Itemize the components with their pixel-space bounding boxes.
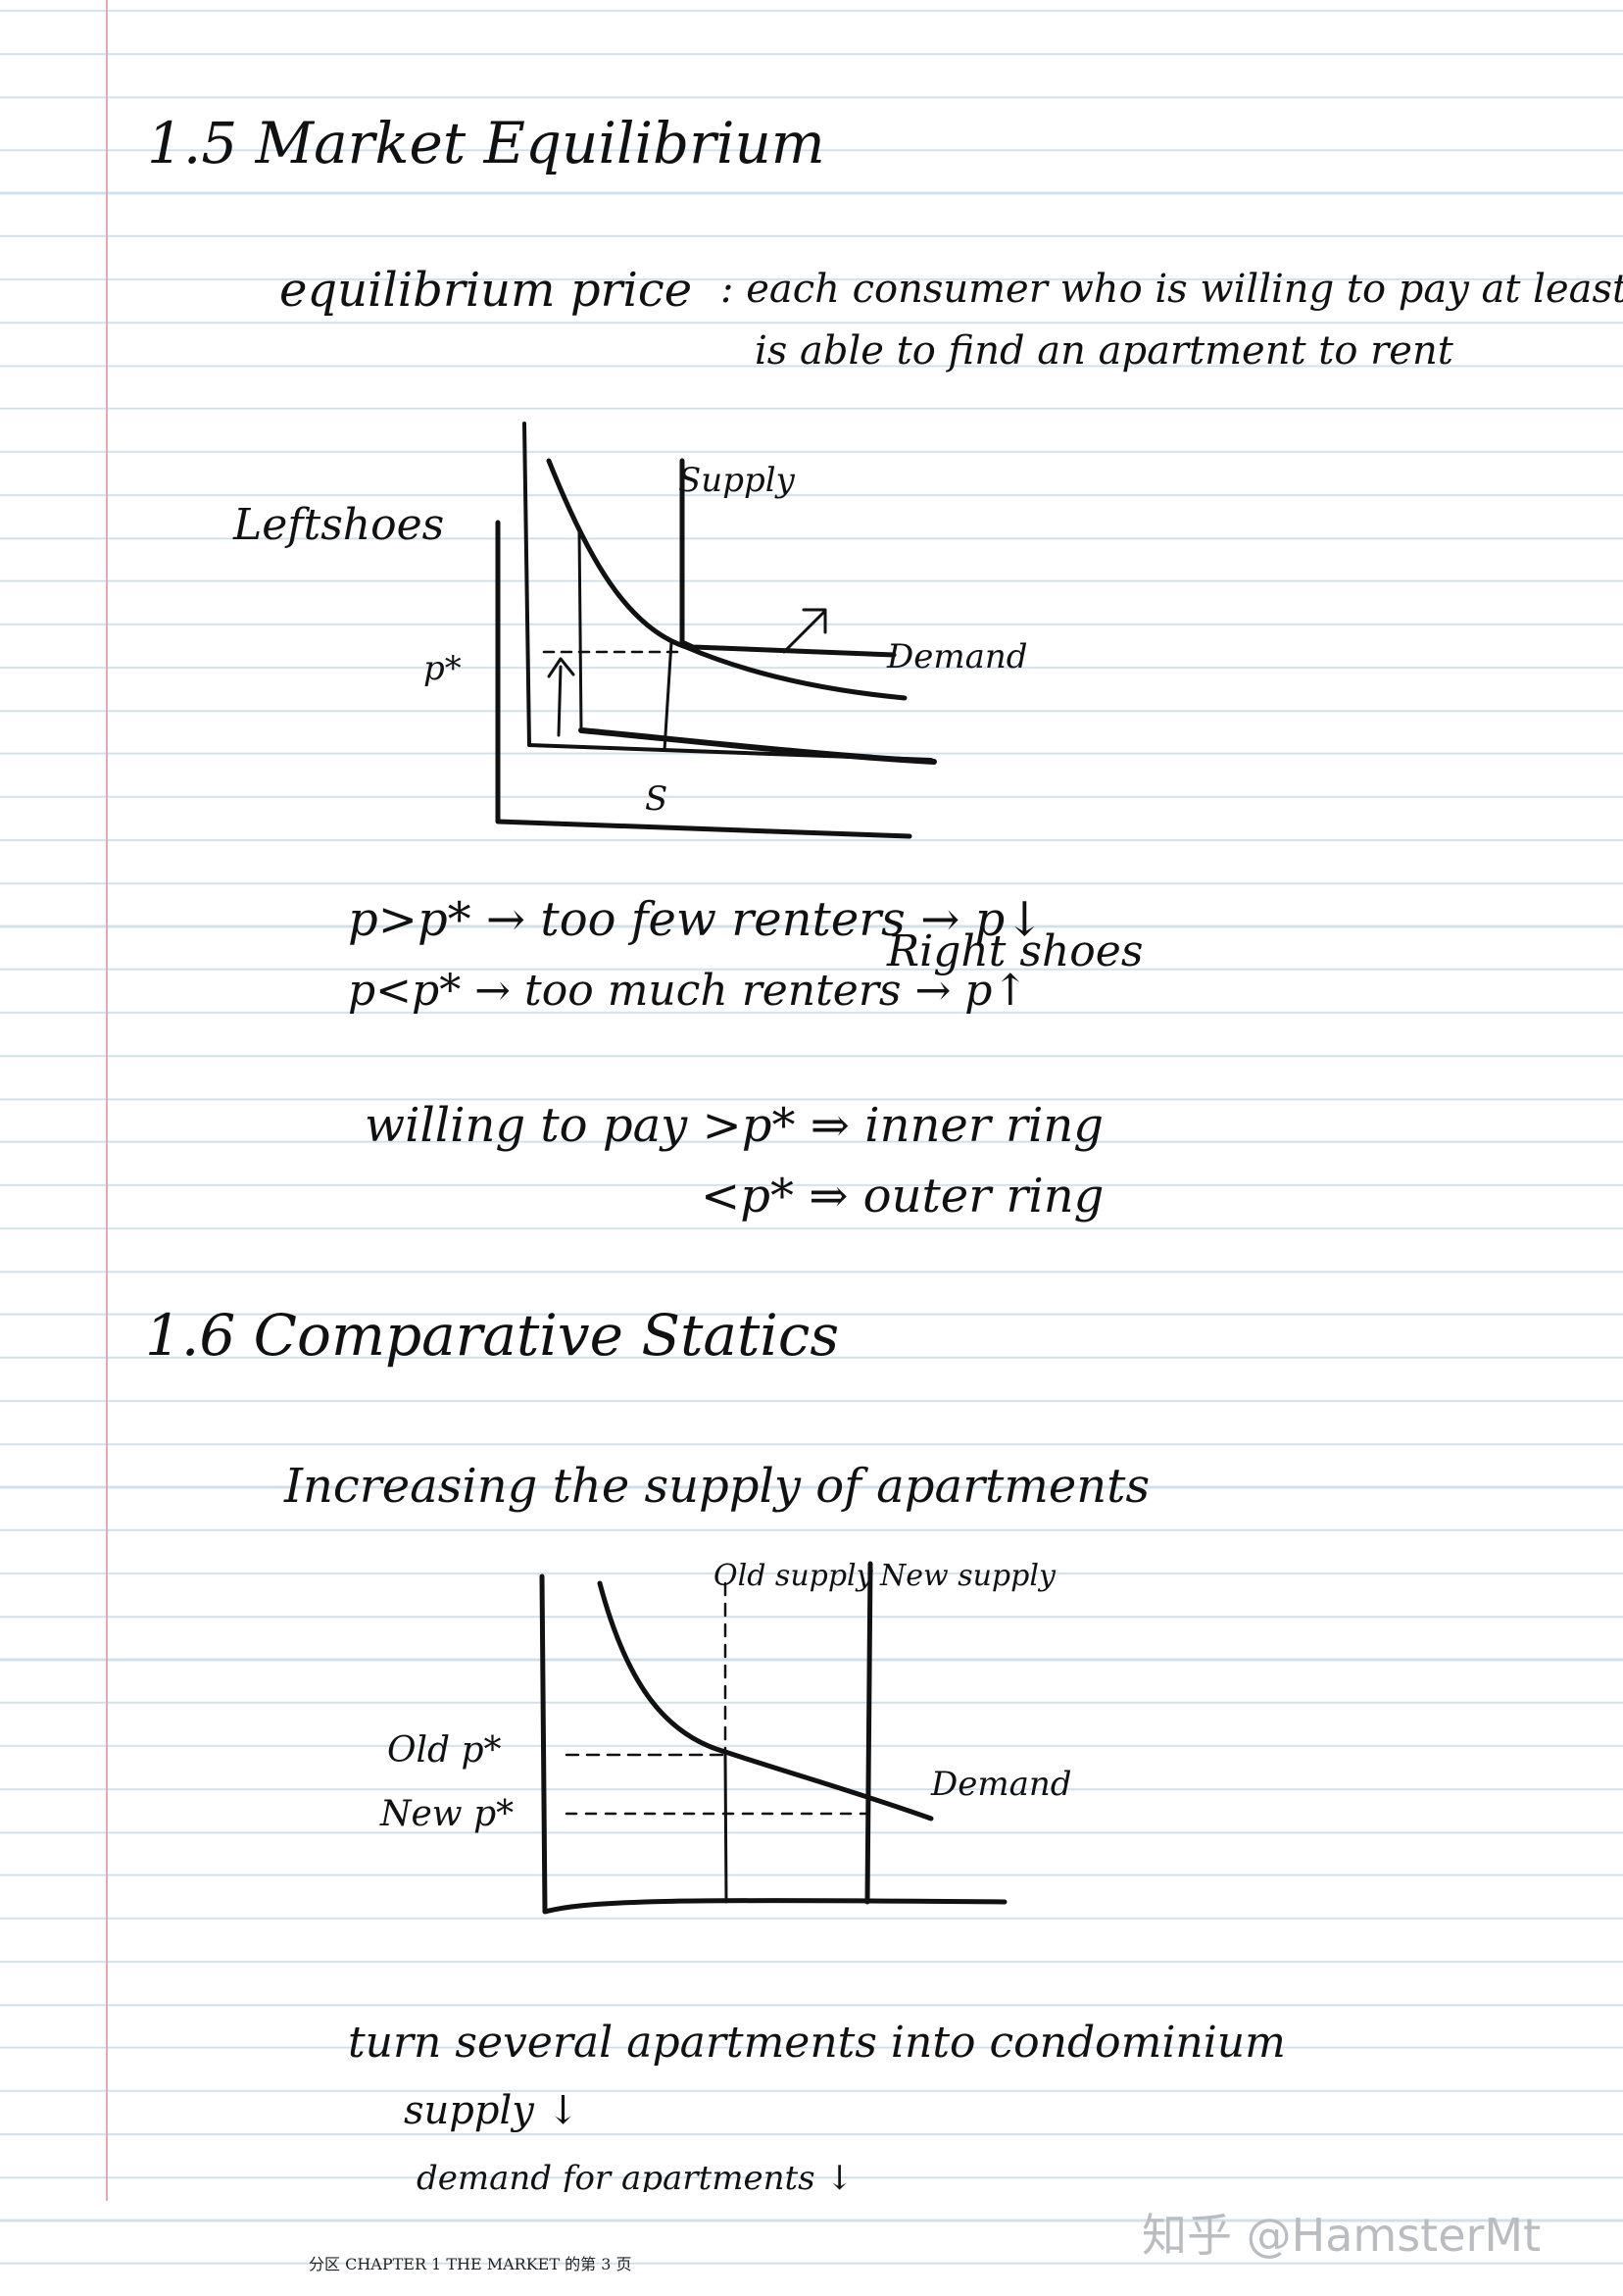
section-1-6-heading: 1.6 Comparative Statics: [145, 1302, 840, 1369]
willing-to-pay-line: willing to pay >p* ⇒ inner ring: [365, 1098, 1104, 1153]
graph1-up-arrow: [547, 657, 575, 737]
watermark: 知乎 @HamsterMt: [1142, 2209, 1542, 2262]
graph1-left-vertical: [577, 527, 583, 732]
too-few-renters-line: p>p* → too few renters → p↓: [348, 892, 1045, 947]
quantity-label: S: [645, 779, 668, 819]
leftshoes-label: Leftshoes: [233, 500, 445, 550]
price-label: p*: [423, 649, 462, 688]
graph2-axes: [539, 1573, 1008, 1915]
graph2-new-supply: [864, 1561, 873, 1905]
outer-ring-line: <p* ⇒ outer ring: [701, 1169, 1105, 1223]
supply-decrease-note: supply ↓: [404, 2088, 580, 2133]
graph1-right-vertical: [663, 640, 673, 752]
definition-line-1: : each consumer who is willing to pay at…: [720, 267, 1623, 312]
definition-term: equilibrium price: [279, 263, 693, 318]
demand-decrease-note: demand for apartments ↓: [417, 2159, 854, 2192]
new-price-label: New p*: [380, 1794, 515, 1834]
graph1-shift-arrow: [782, 608, 827, 654]
too-much-renters-line: p<p* → too much renters → p↑: [348, 966, 1029, 1016]
old-supply-label: Old supply: [713, 1559, 873, 1593]
definition-line-2: is able to find an apartment to rent: [755, 328, 1453, 374]
graph1-demand-curve: [546, 458, 908, 701]
graph2-old-supply-solid: [723, 1753, 728, 1904]
graph1-inner-axes: [522, 422, 933, 762]
section-1-6-subheading: Increasing the supply of apartments: [284, 1459, 1151, 1514]
graph1-supply-curve: [679, 458, 897, 658]
old-price-label: Old p*: [387, 1730, 502, 1771]
right-shoes-label: Right shoes: [887, 926, 1144, 976]
margin-line: [106, 0, 108, 2201]
demand-label: Demand: [887, 637, 1028, 676]
section-1-5-heading: 1.5 Market Equilibrium: [147, 110, 825, 176]
condominium-note: turn several apartments into condominium: [348, 2018, 1286, 2068]
graph2-demand-curve: [597, 1580, 934, 1822]
page-footer: 分区 CHAPTER 1 THE MARKET 的第 3 页: [309, 2255, 632, 2273]
supply-label: Supply: [678, 461, 795, 500]
graph1-outer-axes: [495, 520, 912, 839]
graph1-lower-curve: [578, 727, 937, 765]
new-supply-label: New supply: [880, 1559, 1056, 1593]
demand-label-2: Demand: [931, 1765, 1072, 1804]
